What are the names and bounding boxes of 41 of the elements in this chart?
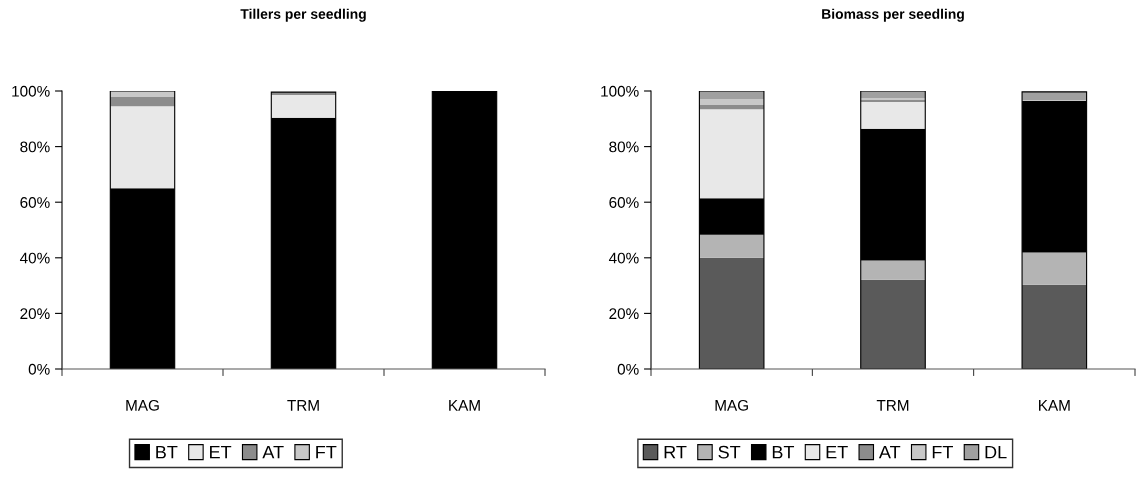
y-tick-label: 80% xyxy=(609,141,639,153)
chart-title: Tillers per seedling xyxy=(240,8,366,22)
x-tick-label: MAG xyxy=(715,399,748,411)
bar xyxy=(699,109,764,199)
y-tick-label: 0% xyxy=(617,363,639,375)
legend-label: ET xyxy=(210,445,232,459)
y-tick-label: 20% xyxy=(20,308,50,320)
legend-label: ST xyxy=(718,445,741,459)
y-tick-label: 60% xyxy=(20,197,50,208)
y-tick-label: 100% xyxy=(601,85,639,97)
y-tick-label: 60% xyxy=(609,197,639,208)
x-tick-label: TRM xyxy=(287,400,319,411)
x-tick-label: KAM xyxy=(1039,400,1070,411)
y-tick-label: 0% xyxy=(28,363,50,375)
bar xyxy=(860,260,926,280)
legend-label: FT xyxy=(316,445,337,459)
x-tick-label: TRM xyxy=(876,400,909,411)
bar xyxy=(699,99,764,105)
bar xyxy=(860,102,926,129)
x-tick-label: MAG xyxy=(126,399,159,411)
bar xyxy=(110,106,175,189)
legend-label: BT xyxy=(772,445,795,459)
x-tick-label: KAM xyxy=(449,400,480,411)
chart-title: Biomass per seedling xyxy=(822,8,964,22)
bar xyxy=(110,97,175,107)
legend-label: DL xyxy=(985,445,1007,459)
legend-label: FT xyxy=(932,445,953,459)
legend-label: ET xyxy=(826,445,848,459)
legend-label: AT xyxy=(878,445,901,459)
bar xyxy=(699,234,764,258)
legend-label: RT xyxy=(664,445,687,459)
y-tick-label: 80% xyxy=(20,141,50,153)
bar xyxy=(271,94,336,118)
y-tick-label: 40% xyxy=(19,252,50,264)
y-tick-label: 40% xyxy=(608,252,639,264)
y-tick-label: 100% xyxy=(12,85,50,97)
legend-label: AT xyxy=(262,445,284,459)
legend-label: BT xyxy=(156,445,178,459)
bar xyxy=(1022,252,1087,285)
y-tick-label: 20% xyxy=(609,308,639,320)
bar xyxy=(1022,91,1087,100)
